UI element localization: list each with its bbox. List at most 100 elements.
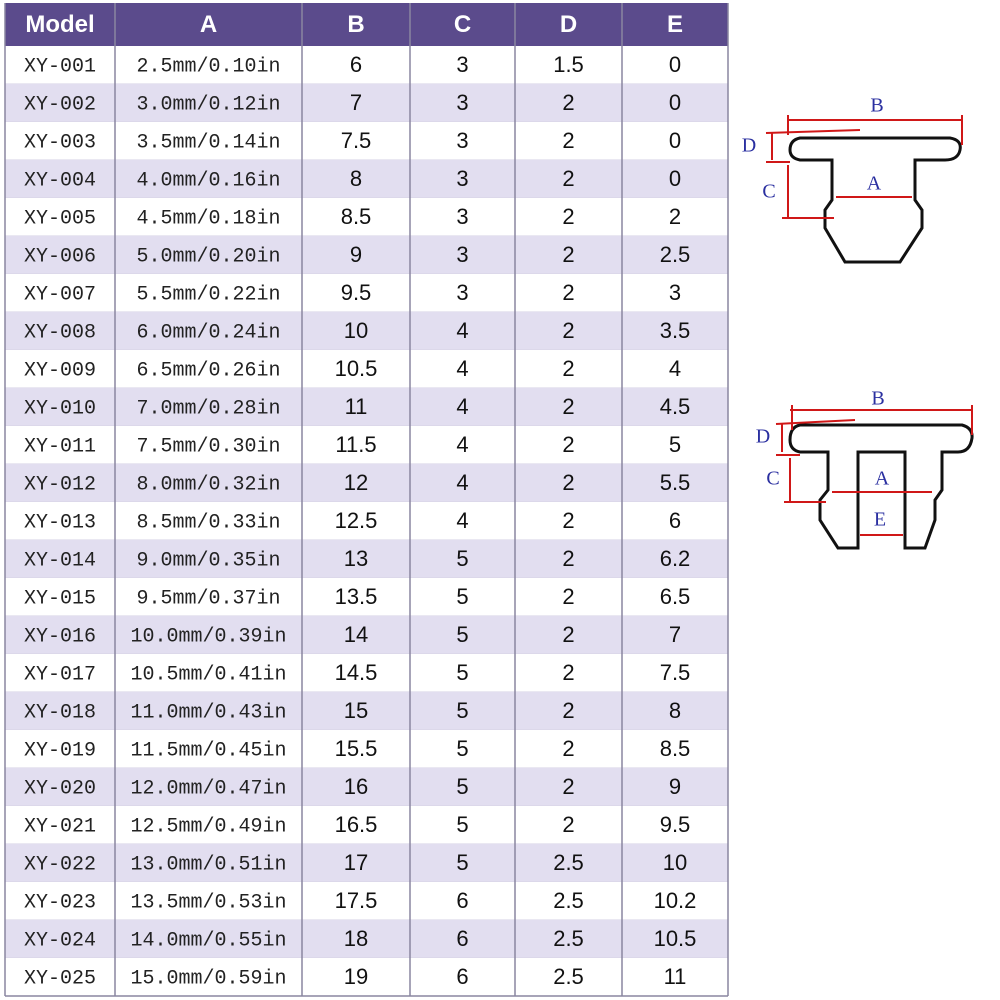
value-cell: 7 <box>350 90 362 115</box>
table-row <box>5 958 728 996</box>
plug-shape <box>788 136 962 264</box>
dim-line <box>775 419 856 425</box>
value-cell: 2 <box>562 356 574 381</box>
value-cell: 8.5 <box>341 204 372 229</box>
model-cell: XY-020 <box>24 777 96 800</box>
value-cell: 11 <box>664 964 687 989</box>
table-row <box>5 274 728 312</box>
value-cell: 10.5 <box>654 926 697 951</box>
value-cell: 13.5mm/0.53in <box>130 891 286 914</box>
value-cell: 0 <box>669 52 681 77</box>
dim-label: B <box>870 95 883 117</box>
value-cell: 4 <box>456 470 468 495</box>
dim-line <box>765 129 861 134</box>
model-cell: XY-010 <box>24 397 96 420</box>
table-row <box>5 540 728 578</box>
value-cell: 7.5 <box>660 660 691 685</box>
table-row <box>5 578 728 616</box>
table-row <box>5 236 728 274</box>
model-cell: XY-018 <box>24 701 96 724</box>
model-cell: XY-021 <box>24 815 96 838</box>
value-cell: 0 <box>669 166 681 191</box>
model-cell: XY-013 <box>24 511 96 534</box>
header-row <box>5 3 728 46</box>
value-cell: 2.5 <box>553 888 584 913</box>
value-cell: 13 <box>344 546 368 571</box>
value-cell: 17 <box>344 850 368 875</box>
value-cell: 11.0mm/0.43in <box>130 701 286 724</box>
value-cell: 7.5 <box>341 128 372 153</box>
value-cell: 10.5 <box>335 356 378 381</box>
table-row <box>5 122 728 160</box>
value-cell: 6 <box>350 52 362 77</box>
value-cell: 7 <box>669 622 681 647</box>
value-cell: 15.5 <box>335 736 378 761</box>
model-cell: XY-014 <box>24 549 96 572</box>
value-cell: 4.0mm/0.16in <box>136 169 280 192</box>
value-cell: 8 <box>669 698 681 723</box>
table-row <box>5 692 728 730</box>
value-cell: 6.5mm/0.26in <box>136 359 280 382</box>
value-cell: 2 <box>562 280 574 305</box>
value-cell: 7.5mm/0.30in <box>136 435 280 458</box>
value-cell: 2 <box>562 470 574 495</box>
value-cell: 4 <box>456 432 468 457</box>
value-cell: 4 <box>456 394 468 419</box>
value-cell: 5.5mm/0.22in <box>136 283 280 306</box>
value-cell: 9.0mm/0.35in <box>136 549 280 572</box>
value-cell: 5 <box>456 660 468 685</box>
dim-label: C <box>762 181 775 203</box>
dim-label: E <box>874 509 886 531</box>
value-cell: 2 <box>562 508 574 533</box>
table-row <box>5 806 728 844</box>
model-cell: XY-004 <box>24 169 96 192</box>
value-cell: 3 <box>456 242 468 267</box>
spec-table: Model A B C D E XY-001 2.5mm/0.10in 6 3 1.5 0 XY-002… <box>4 3 729 997</box>
table-row <box>5 350 728 388</box>
table-row <box>5 844 728 882</box>
value-cell: 0 <box>669 128 681 153</box>
table-row <box>5 920 728 958</box>
value-cell: 5 <box>456 736 468 761</box>
value-cell: 2 <box>562 432 574 457</box>
value-cell: 11.5 <box>335 432 376 457</box>
model-cell: XY-012 <box>24 473 96 496</box>
value-cell: 0 <box>669 90 681 115</box>
value-cell: 6 <box>669 508 681 533</box>
value-cell: 9.5mm/0.37in <box>136 587 280 610</box>
value-cell: 8.0mm/0.32in <box>136 473 280 496</box>
value-cell: 3.0mm/0.12in <box>136 93 280 116</box>
value-cell: 2 <box>562 584 574 609</box>
value-cell: 2 <box>562 394 574 419</box>
diagram-split-stem: B D C A E <box>756 388 974 550</box>
value-cell: 6 <box>456 888 468 913</box>
table-row <box>5 768 728 806</box>
dim-label: A <box>867 173 882 195</box>
value-cell: 5 <box>456 850 468 875</box>
plug-shape <box>788 423 974 550</box>
value-cell: 15 <box>344 698 368 723</box>
dim-label: B <box>871 388 884 410</box>
table-row <box>5 160 728 198</box>
table-row <box>5 616 728 654</box>
model-cell: XY-019 <box>24 739 96 762</box>
value-cell: 4 <box>456 508 468 533</box>
value-cell: 6 <box>456 926 468 951</box>
value-cell: 10.5mm/0.41in <box>130 663 286 686</box>
value-cell: 5 <box>456 812 468 837</box>
value-cell: 1.5 <box>553 52 584 77</box>
value-cell: 6.2 <box>660 546 691 571</box>
column-header: C <box>454 11 471 38</box>
value-cell: 2.5 <box>553 850 584 875</box>
value-cell: 11 <box>345 394 368 419</box>
column-header: D <box>560 11 577 38</box>
column-header: Model <box>25 11 94 38</box>
value-cell: 2 <box>562 318 574 343</box>
value-cell: 2.5 <box>553 964 584 989</box>
value-cell: 15.0mm/0.59in <box>130 967 286 990</box>
dim-label: D <box>756 426 770 448</box>
value-cell: 18 <box>344 926 368 951</box>
value-cell: 10.2 <box>654 888 697 913</box>
value-cell: 5 <box>456 622 468 647</box>
